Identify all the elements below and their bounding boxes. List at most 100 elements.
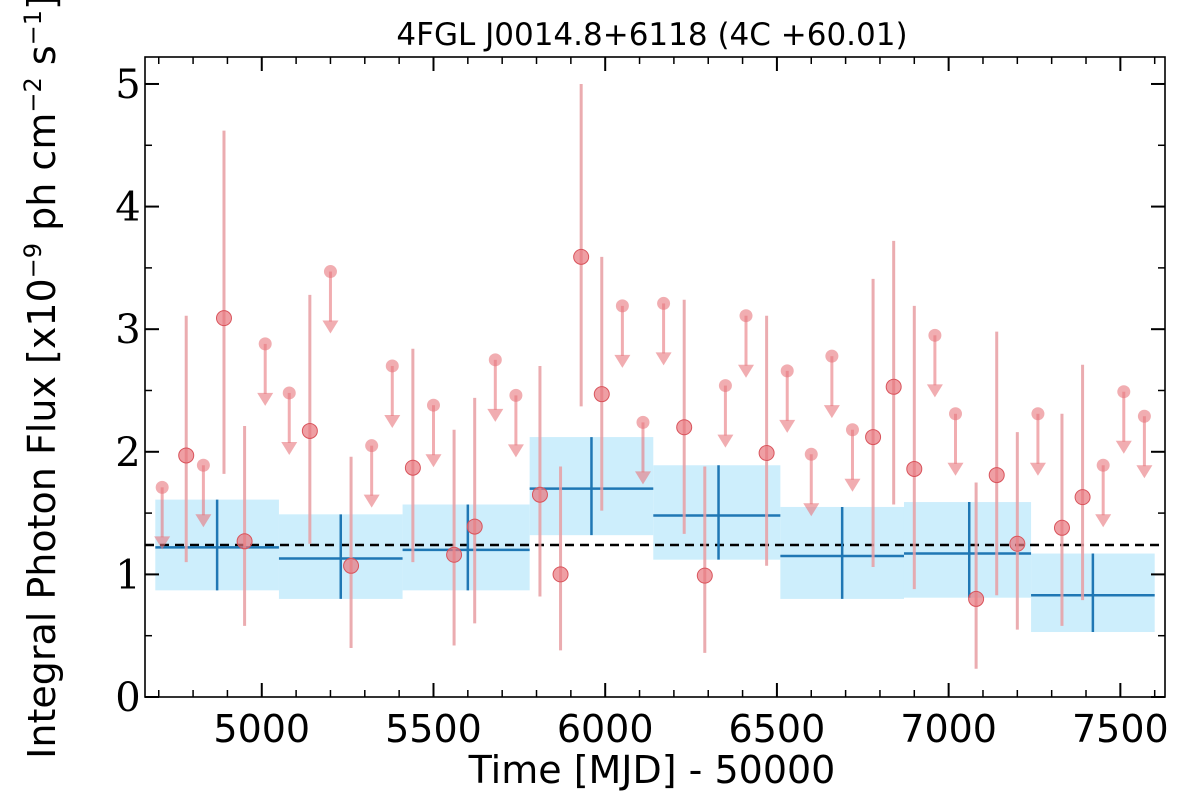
y-tick-label-5: 5 — [115, 62, 140, 108]
upper-limit-marker-24 — [1137, 409, 1151, 423]
detection-point-8 — [531, 486, 548, 503]
upper-limit-arrow-12 — [655, 352, 672, 366]
binned-band-2 — [402, 504, 530, 591]
upper-limit-marker-18 — [845, 423, 859, 437]
x-tick-label-4: 7000 — [900, 707, 997, 751]
upper-limit-arrow-7 — [425, 454, 442, 468]
detection-point-19 — [988, 467, 1005, 484]
x-axis-label: Time [MJD] - 50000 — [468, 748, 836, 792]
plot-frame — [144, 56, 1166, 698]
x-tick-label-3: 6500 — [729, 707, 826, 751]
detection-point-13 — [696, 567, 713, 584]
detection-point-3 — [301, 422, 318, 439]
detection-point-4 — [343, 557, 360, 574]
upper-limit-marker-21 — [1031, 407, 1045, 421]
x-tick-label-1: 5500 — [385, 707, 482, 751]
detection-point-10 — [573, 248, 590, 265]
upper-limit-marker-8 — [488, 353, 502, 367]
x-tick-label-2: 6000 — [557, 707, 654, 751]
upper-limit-marker-4 — [323, 265, 337, 279]
upper-limit-marker-20 — [949, 407, 963, 421]
upper-limit-arrow-17 — [823, 405, 840, 419]
upper-limit-arrow-14 — [738, 364, 755, 378]
detection-point-11 — [593, 386, 610, 403]
upper-limit-marker-14 — [739, 309, 753, 323]
detection-point-0 — [178, 447, 195, 464]
upper-limit-arrow-5 — [363, 494, 380, 508]
axis-ticks — [145, 57, 1165, 698]
detection-point-2 — [236, 533, 253, 550]
detection-point-22 — [1074, 489, 1091, 506]
x-tick-label-5: 7500 — [1072, 707, 1169, 751]
upper-limit-arrow-9 — [507, 444, 524, 458]
y-tick-label-4: 4 — [115, 185, 140, 231]
x-tick-label-0: 5000 — [213, 707, 310, 751]
upper-limit-marker-12 — [657, 296, 671, 310]
detection-points — [178, 248, 1091, 607]
detection-point-15 — [865, 429, 882, 446]
upper-limit-marker-7 — [426, 398, 440, 412]
binned-uncertainty-bands — [155, 437, 1155, 633]
upper-limit-arrow-1 — [195, 514, 212, 528]
x-tick-labels: 5000 5500 6000 6500 7000 7500 — [213, 707, 1168, 751]
y-axis-label-unit1: ph cm — [20, 113, 64, 243]
y-axis-label: Integral Photon Flux [x10−9 ph cm−2 s−1] — [19, 0, 64, 759]
upper-limit-arrow-24 — [1136, 465, 1153, 479]
upper-limit-marker-22 — [1096, 458, 1110, 472]
upper-limit-marker-19 — [928, 328, 942, 342]
detection-point-17 — [906, 460, 923, 477]
upper-limit-series — [154, 265, 1153, 550]
y-tick-label-2: 2 — [115, 430, 140, 476]
y-tick-label-1: 1 — [115, 552, 140, 598]
detection-point-12 — [676, 419, 693, 436]
binned-band-6 — [903, 502, 1032, 598]
detection-point-14 — [758, 445, 775, 462]
upper-limit-arrow-4 — [322, 320, 339, 334]
upper-limit-arrow-20 — [947, 462, 964, 476]
upper-limit-arrow-2 — [257, 392, 274, 406]
detection-point-5 — [404, 459, 421, 476]
upper-limit-arrow-16 — [803, 503, 820, 517]
y-axis-label-close: ] — [20, 0, 64, 10]
y-axis-label-exponent2: −2 — [19, 77, 47, 112]
upper-limit-arrow-10 — [614, 354, 631, 368]
upper-limit-marker-15 — [780, 364, 794, 378]
detection-point-1 — [215, 310, 232, 327]
y-axis-label-unit2: s — [20, 45, 64, 77]
upper-limit-arrow-21 — [1029, 462, 1046, 476]
upper-limit-arrow-18 — [844, 478, 861, 492]
upper-limit-arrow-19 — [926, 384, 943, 398]
upper-limit-marker-9 — [509, 388, 523, 402]
upper-limit-marker-1 — [196, 458, 210, 472]
upper-limit-arrow-13 — [717, 434, 734, 448]
upper-limit-marker-10 — [615, 299, 629, 313]
upper-limit-marker-17 — [825, 349, 839, 363]
upper-limit-marker-2 — [258, 337, 272, 351]
y-axis-label-exponent3: −1 — [19, 10, 47, 45]
detection-point-16 — [885, 378, 902, 395]
detection-point-6 — [446, 546, 463, 563]
y-tick-label-3: 3 — [115, 307, 140, 353]
y-tick-label-0: 0 — [115, 675, 140, 721]
detection-point-21 — [1053, 519, 1070, 536]
binned-flux-series — [155, 437, 1155, 633]
upper-limit-marker-5 — [365, 439, 379, 453]
upper-limit-marker-23 — [1117, 385, 1131, 399]
upper-limit-arrow-3 — [281, 441, 298, 455]
upper-limit-marker-13 — [718, 379, 732, 393]
upper-limit-marker-3 — [282, 386, 296, 400]
upper-limit-marker-0 — [155, 480, 169, 494]
upper-limit-arrow-22 — [1095, 514, 1112, 528]
upper-limit-marker-16 — [804, 447, 818, 461]
detection-point-7 — [466, 518, 483, 535]
upper-limit-arrow-6 — [384, 414, 401, 428]
chart-title: 4FGL J0014.8+6118 (4C +60.01) — [396, 17, 907, 53]
y-axis-label-exponent: −9 — [19, 243, 47, 278]
upper-limit-marker-6 — [385, 359, 399, 373]
upper-limit-marker-11 — [636, 415, 650, 429]
detection-point-9 — [552, 566, 569, 583]
upper-limit-arrow-8 — [487, 408, 504, 422]
y-axis-label-main: Integral Photon Flux [x10 — [20, 278, 64, 759]
y-tick-labels: 0 1 2 3 4 5 — [115, 62, 140, 721]
